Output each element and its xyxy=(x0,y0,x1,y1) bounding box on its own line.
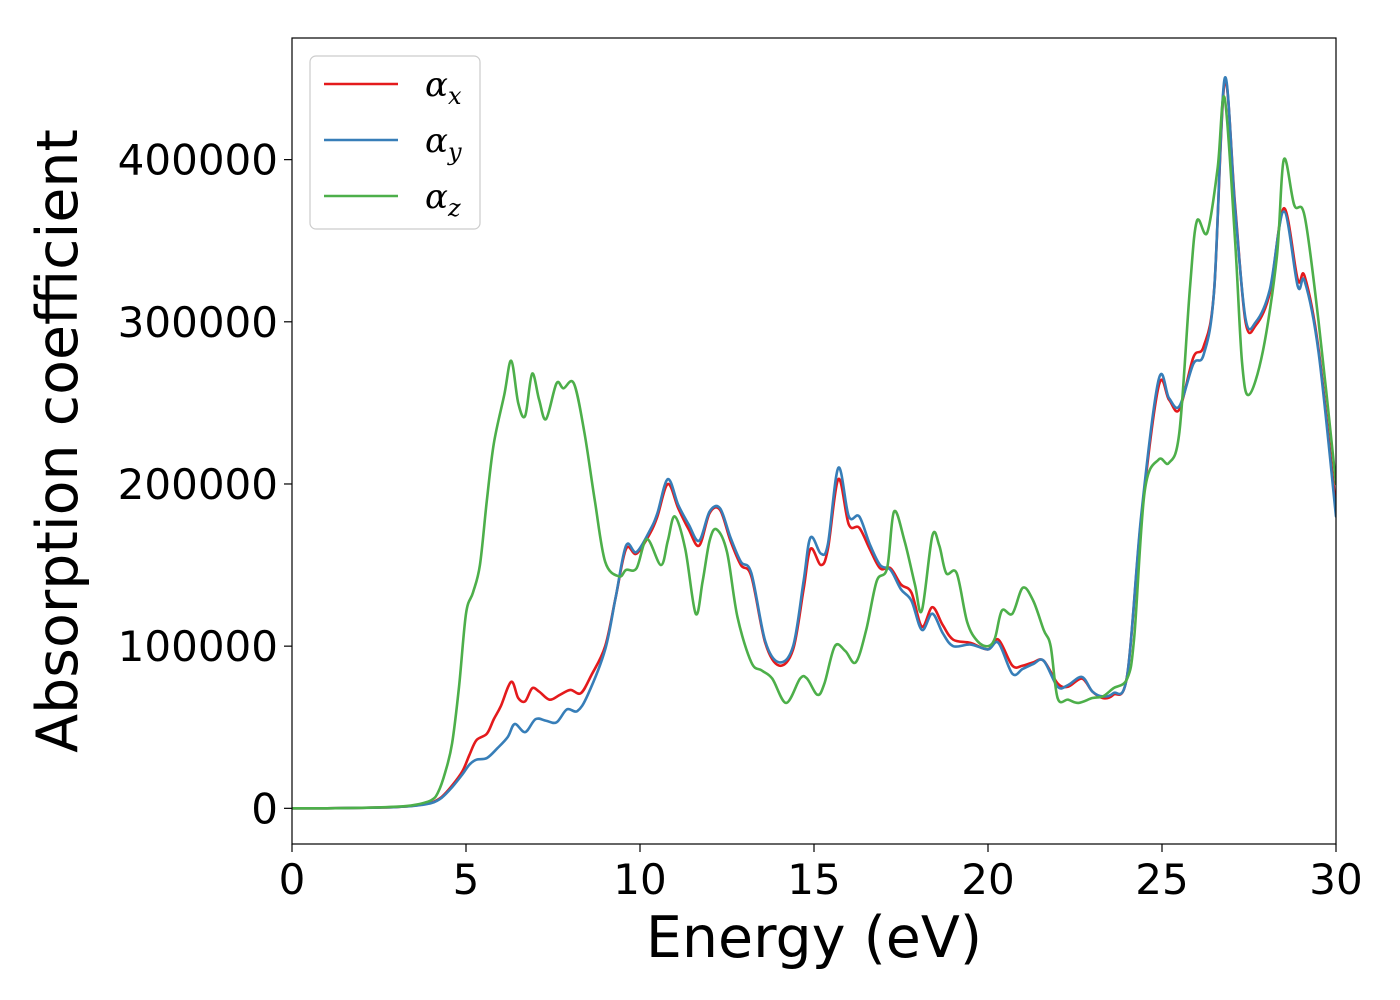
y-tick-label: 400000 xyxy=(118,136,278,185)
x-tick-label: 0 xyxy=(279,855,306,904)
legend: αx αy αz xyxy=(309,55,481,230)
x-tick-label: 15 xyxy=(787,855,840,904)
legend-box xyxy=(309,55,481,230)
y-axis-label: Absorption coefficient xyxy=(25,129,91,753)
y-tick-label: 0 xyxy=(251,784,278,833)
y-tick-label: 100000 xyxy=(118,622,278,671)
x-axis-ticks: 0 5 10 15 20 25 30 xyxy=(279,844,1363,904)
series-line-alpha-y xyxy=(292,76,1336,810)
y-axis-ticks: 0 100000 200000 300000 400000 xyxy=(118,136,292,833)
series-line-alpha-z xyxy=(292,95,1336,810)
x-tick-label: 20 xyxy=(961,855,1014,904)
series-layer xyxy=(292,76,1336,810)
x-tick-label: 10 xyxy=(613,855,666,904)
legend-label-alpha-z: αz xyxy=(425,177,461,222)
legend-label-alpha-x: αx xyxy=(425,65,462,110)
x-tick-label: 5 xyxy=(453,855,480,904)
legend-label-alpha-y: αy xyxy=(425,121,462,166)
x-tick-label: 30 xyxy=(1309,855,1362,904)
x-tick-label: 25 xyxy=(1135,855,1188,904)
x-axis-label: Energy (eV) xyxy=(646,905,982,971)
y-tick-label: 200000 xyxy=(118,460,278,509)
y-tick-label: 300000 xyxy=(118,298,278,347)
